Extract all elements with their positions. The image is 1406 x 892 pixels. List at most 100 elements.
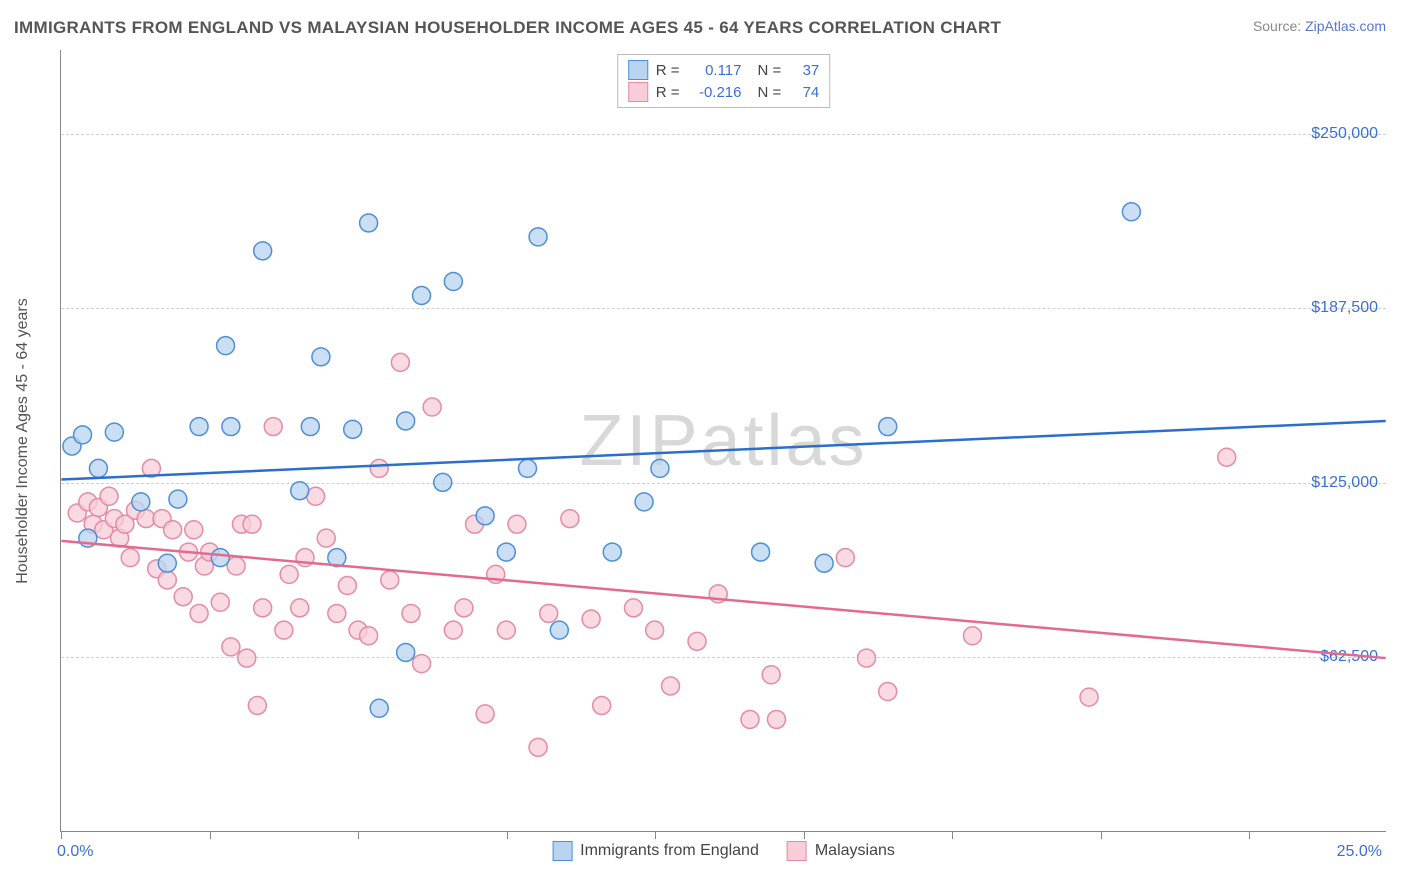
- data-point: [413, 655, 431, 673]
- data-point: [391, 353, 409, 371]
- data-point: [497, 543, 515, 561]
- source-prefix: Source:: [1253, 18, 1305, 34]
- data-point: [444, 621, 462, 639]
- trend-line: [61, 421, 1385, 480]
- data-point: [211, 549, 229, 567]
- legend-row-pink: R = -0.216 N = 74: [628, 81, 820, 103]
- data-point: [561, 510, 579, 528]
- r-value-pink: -0.216: [688, 84, 742, 101]
- x-tick: [210, 831, 211, 839]
- data-point: [444, 273, 462, 291]
- n-value-pink: 74: [789, 84, 819, 101]
- data-point: [529, 228, 547, 246]
- data-point: [291, 482, 309, 500]
- data-point: [434, 473, 452, 491]
- data-point: [497, 621, 515, 639]
- data-point: [1080, 688, 1098, 706]
- x-tick: [61, 831, 62, 839]
- data-point: [301, 418, 319, 436]
- x-tick: [1101, 831, 1102, 839]
- data-point: [105, 423, 123, 441]
- swatch-pink: [628, 82, 648, 102]
- data-point: [338, 577, 356, 595]
- legend-item-pink: Malaysians: [787, 841, 895, 861]
- data-point: [836, 549, 854, 567]
- data-point: [243, 515, 261, 533]
- data-point: [100, 487, 118, 505]
- data-point: [217, 337, 235, 355]
- series-name-blue: Immigrants from England: [580, 842, 759, 860]
- data-point: [593, 696, 611, 714]
- data-point: [550, 621, 568, 639]
- data-point: [540, 604, 558, 622]
- data-point: [767, 710, 785, 728]
- data-point: [370, 699, 388, 717]
- x-tick: [952, 831, 953, 839]
- data-point: [455, 599, 473, 617]
- data-point: [360, 214, 378, 232]
- data-point: [275, 621, 293, 639]
- data-point: [121, 549, 139, 567]
- data-point: [815, 554, 833, 572]
- r-label: R =: [656, 62, 680, 79]
- n-label: N =: [758, 84, 782, 101]
- x-axis-max-label: 25.0%: [1337, 843, 1382, 861]
- correlation-legend: R = 0.117 N = 37 R = -0.216 N = 74: [617, 54, 831, 108]
- data-point: [529, 738, 547, 756]
- series-name-pink: Malaysians: [815, 842, 895, 860]
- x-axis-min-label: 0.0%: [57, 843, 93, 861]
- data-point: [635, 493, 653, 511]
- data-point: [762, 666, 780, 684]
- data-point: [222, 638, 240, 656]
- data-point: [164, 521, 182, 539]
- data-point: [582, 610, 600, 628]
- data-point: [74, 426, 92, 444]
- data-point: [741, 710, 759, 728]
- data-point: [1218, 448, 1236, 466]
- data-point: [381, 571, 399, 589]
- data-point: [646, 621, 664, 639]
- r-label: R =: [656, 84, 680, 101]
- data-point: [879, 418, 897, 436]
- legend-row-blue: R = 0.117 N = 37: [628, 59, 820, 81]
- data-point: [169, 490, 187, 508]
- data-point: [1122, 203, 1140, 221]
- data-point: [651, 459, 669, 477]
- source-link[interactable]: ZipAtlas.com: [1305, 18, 1386, 34]
- n-label: N =: [758, 62, 782, 79]
- data-point: [190, 418, 208, 436]
- data-point: [752, 543, 770, 561]
- data-point: [227, 557, 245, 575]
- data-point: [280, 565, 298, 583]
- data-point: [662, 677, 680, 695]
- data-point: [89, 459, 107, 477]
- n-value-blue: 37: [789, 62, 819, 79]
- data-point: [519, 459, 537, 477]
- series-legend: Immigrants from England Malaysians: [552, 841, 895, 861]
- source-attribution: Source: ZipAtlas.com: [1253, 18, 1386, 34]
- data-point: [254, 242, 272, 260]
- x-tick: [1249, 831, 1250, 839]
- swatch-blue: [628, 60, 648, 80]
- x-tick: [358, 831, 359, 839]
- data-point: [879, 683, 897, 701]
- chart-title: IMMIGRANTS FROM ENGLAND VS MALAYSIAN HOU…: [14, 18, 1001, 38]
- data-point: [291, 599, 309, 617]
- data-point: [402, 604, 420, 622]
- chart-container: IMMIGRANTS FROM ENGLAND VS MALAYSIAN HOU…: [0, 0, 1406, 892]
- data-point: [190, 604, 208, 622]
- data-point: [317, 529, 335, 547]
- data-point: [211, 593, 229, 611]
- data-point: [397, 412, 415, 430]
- data-point: [174, 588, 192, 606]
- swatch-blue-icon: [552, 841, 572, 861]
- data-point: [264, 418, 282, 436]
- data-point: [397, 643, 415, 661]
- data-point: [360, 627, 378, 645]
- data-point: [238, 649, 256, 667]
- data-point: [344, 420, 362, 438]
- r-value-blue: 0.117: [688, 62, 742, 79]
- data-point: [254, 599, 272, 617]
- plot-area: Householder Income Ages 45 - 64 years ZI…: [60, 50, 1386, 832]
- data-point: [328, 604, 346, 622]
